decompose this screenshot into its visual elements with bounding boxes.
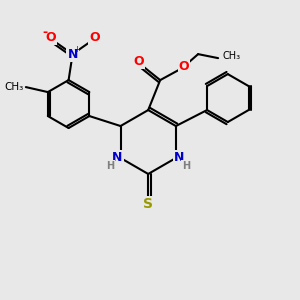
Text: H: H bbox=[182, 161, 190, 171]
Text: N: N bbox=[112, 152, 123, 164]
Text: O: O bbox=[179, 60, 190, 73]
Text: -: - bbox=[42, 26, 47, 39]
Text: CH₃: CH₃ bbox=[222, 51, 240, 61]
Text: O: O bbox=[45, 31, 56, 44]
Text: O: O bbox=[89, 31, 100, 44]
Text: H: H bbox=[106, 161, 115, 171]
Text: +: + bbox=[73, 45, 80, 54]
Text: S: S bbox=[143, 197, 153, 211]
Text: N: N bbox=[68, 48, 78, 61]
Text: O: O bbox=[133, 55, 143, 68]
Text: CH₃: CH₃ bbox=[4, 82, 24, 92]
Text: N: N bbox=[174, 152, 184, 164]
